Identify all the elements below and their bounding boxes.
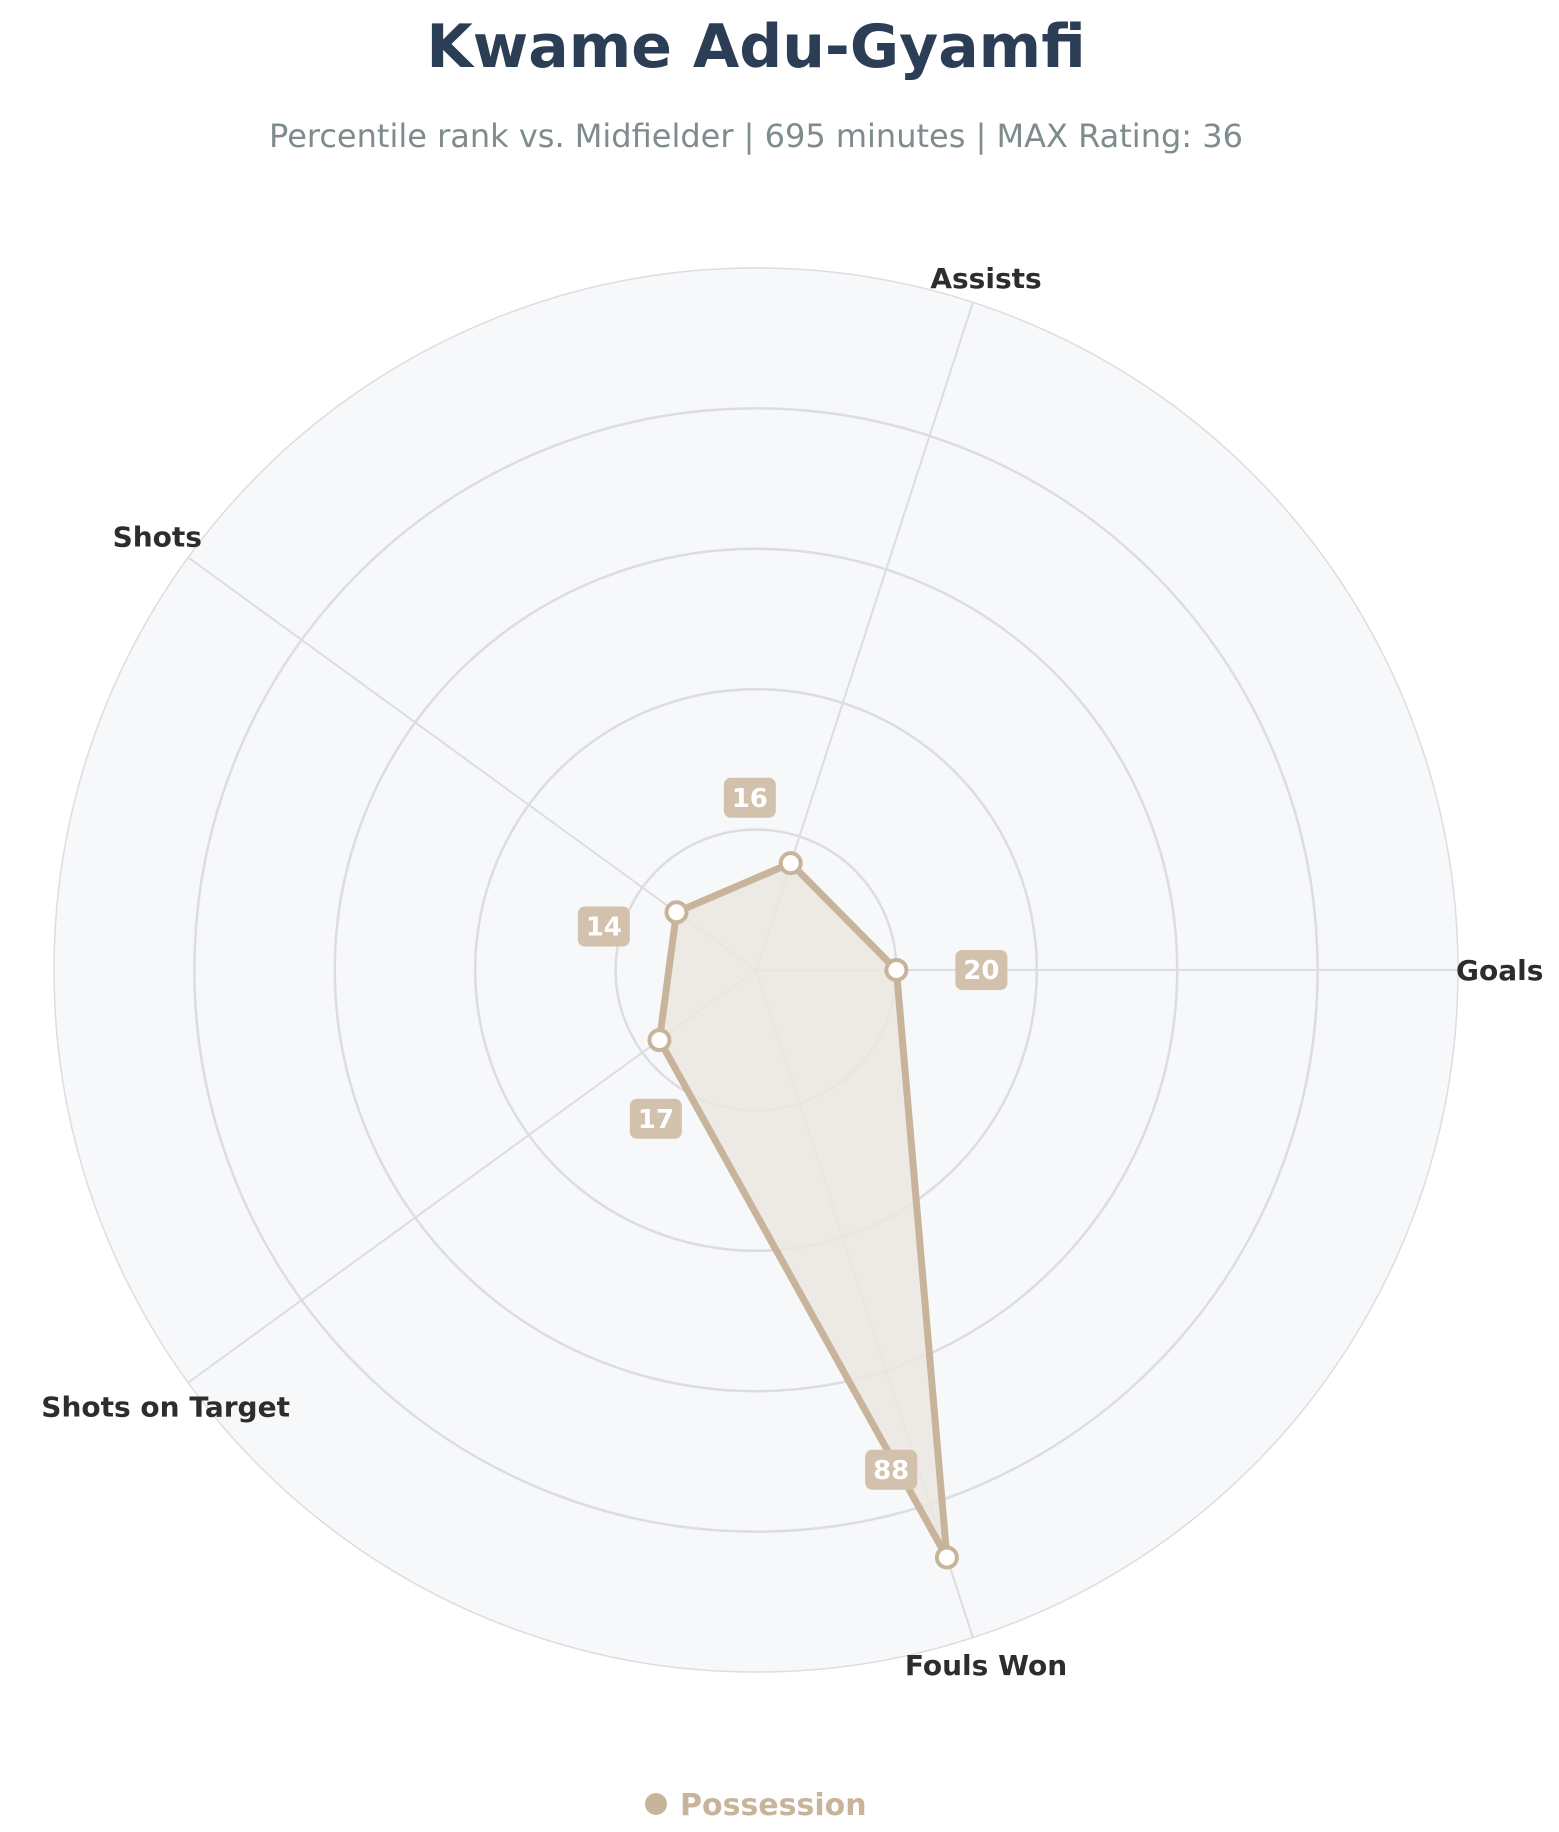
legend: Possession [645, 1788, 867, 1823]
value-label-text: 88 [873, 1456, 909, 1486]
value-label-text: 14 [586, 913, 622, 943]
series-area-possession [656, 859, 951, 1561]
spoke-shots [187, 556, 757, 971]
value-label-box [955, 950, 1008, 990]
value-label-text: 16 [732, 784, 768, 814]
value-label-box [629, 1098, 682, 1139]
axis-labels: Goals Assists Shots Shots on Target Fouls Wo… [41, 262, 1543, 1682]
value-label-shots: 14 [577, 906, 630, 947]
data-point-fouls-won [934, 1545, 959, 1570]
series-possession: 20 16 14 17 88 [577, 777, 1008, 1570]
data-point-goals [884, 958, 909, 982]
value-label-box [577, 906, 630, 947]
value-label-box [723, 777, 776, 818]
value-label-shots-on-target: 17 [629, 1098, 682, 1139]
axis-label-fouls-won: Fouls Won [905, 1649, 1067, 1682]
value-label-text: 20 [963, 956, 999, 986]
value-label-goals: 20 [955, 950, 1008, 990]
data-point-shots [664, 900, 689, 925]
axis-label-assists: Assists [930, 262, 1041, 295]
value-label-assists: 16 [723, 777, 776, 818]
value-label-text: 17 [638, 1105, 674, 1135]
chart-title: Kwame Adu-Gyamfi [426, 12, 1085, 82]
data-point-shots-on-target [647, 1028, 672, 1053]
value-label-fouls-won: 88 [865, 1449, 918, 1490]
chart-subtitle: Percentile rank vs. Midfielder | 695 min… [269, 117, 1243, 155]
data-point-assists [778, 851, 803, 876]
value-label-box [865, 1449, 918, 1490]
axis-label-shots-on-target: Shots on Target [41, 1391, 290, 1424]
axis-label-shots: Shots [113, 520, 202, 553]
legend-label-possession: Possession [680, 1788, 867, 1823]
axis-label-goals: Goals [1456, 954, 1543, 987]
legend-marker [645, 1793, 667, 1815]
